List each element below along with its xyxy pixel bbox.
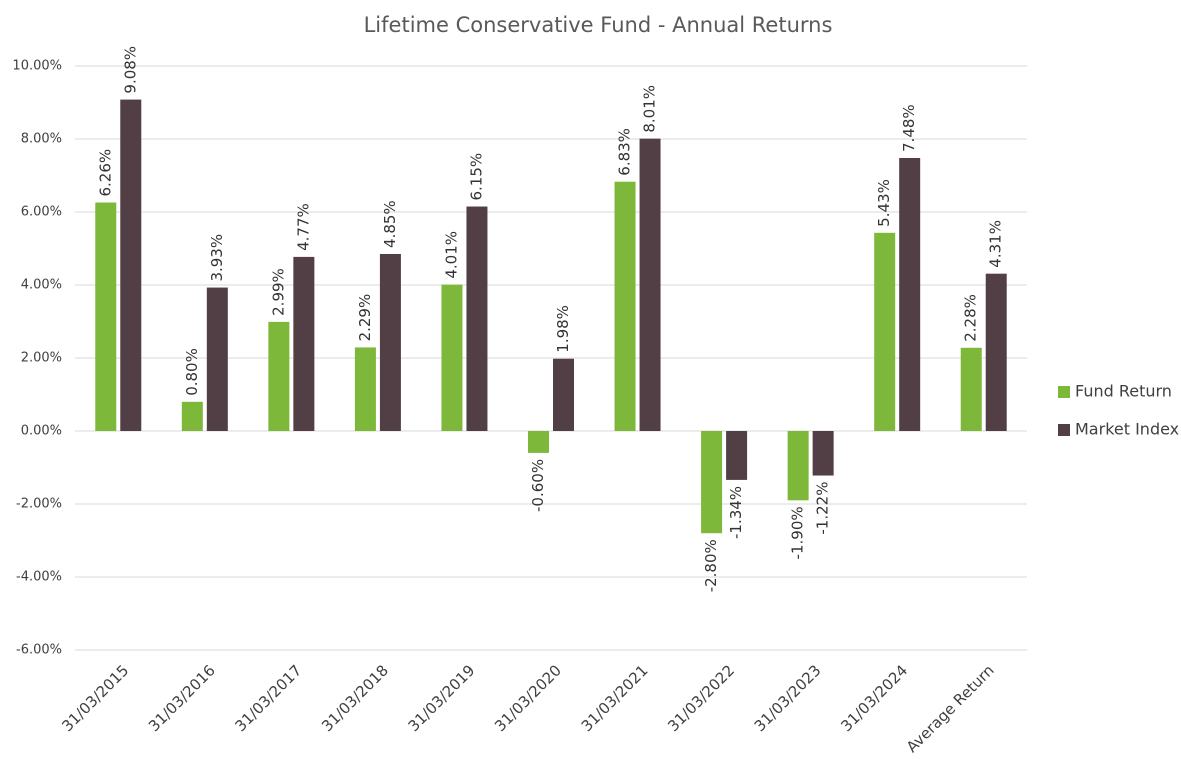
bar — [701, 431, 723, 534]
bar — [787, 431, 809, 501]
bar — [206, 287, 228, 431]
legend-label: Market Index — [1075, 420, 1179, 439]
y-tick-label: 2.00% — [21, 351, 62, 366]
data-label: 4.31% — [987, 220, 1005, 268]
bar — [985, 273, 1007, 431]
legend-swatch — [1058, 424, 1070, 436]
data-label: 4.85% — [381, 200, 399, 248]
data-label: -0.60% — [529, 459, 547, 512]
bar — [466, 206, 488, 431]
bar — [899, 157, 921, 432]
bar — [726, 431, 748, 480]
y-tick-label: 8.00% — [21, 132, 62, 147]
bar — [441, 284, 463, 431]
data-label: -1.22% — [814, 482, 832, 535]
bar — [812, 431, 834, 476]
data-label: 2.28% — [962, 294, 980, 342]
bar — [268, 321, 290, 431]
bar — [95, 202, 117, 431]
data-label: -2.80% — [702, 539, 720, 592]
data-label: 2.99% — [269, 268, 287, 316]
y-tick-label: 10.00% — [12, 59, 62, 74]
legend-label: Fund Return — [1075, 382, 1172, 401]
data-label: 5.43% — [875, 179, 893, 227]
bar — [120, 99, 142, 431]
data-label: 9.08% — [121, 46, 139, 94]
y-tick-label: 6.00% — [21, 205, 62, 220]
bar — [553, 358, 574, 431]
data-label: 1.98% — [554, 305, 572, 353]
data-label: -1.90% — [789, 506, 807, 559]
chart-title: Lifetime Conservative Fund - Annual Retu… — [364, 13, 833, 37]
data-label: 7.48% — [900, 104, 918, 152]
data-label: -1.34% — [727, 486, 745, 539]
y-tick-label: -6.00% — [16, 643, 62, 658]
data-label: 4.77% — [294, 203, 312, 251]
data-label: 0.80% — [183, 348, 201, 396]
data-label: 6.26% — [96, 149, 114, 197]
bar — [639, 138, 661, 431]
y-tick-label: -2.00% — [16, 497, 62, 512]
bar — [379, 253, 401, 431]
y-tick-label: 4.00% — [21, 278, 62, 293]
bar — [614, 181, 636, 431]
bar — [181, 401, 203, 431]
data-label: 3.93% — [208, 234, 226, 282]
data-label: 4.01% — [442, 231, 460, 279]
bar — [528, 431, 549, 453]
data-label: 6.83% — [616, 128, 634, 176]
bar — [354, 347, 376, 431]
data-label: 8.01% — [641, 85, 659, 133]
bar — [874, 232, 896, 431]
bar — [960, 347, 982, 431]
data-label: 2.29% — [356, 294, 374, 342]
y-tick-label: 0.00% — [21, 424, 62, 439]
data-label: 6.15% — [467, 153, 485, 201]
bar — [293, 256, 315, 431]
legend-swatch — [1058, 386, 1070, 398]
y-tick-label: -4.00% — [16, 570, 62, 585]
